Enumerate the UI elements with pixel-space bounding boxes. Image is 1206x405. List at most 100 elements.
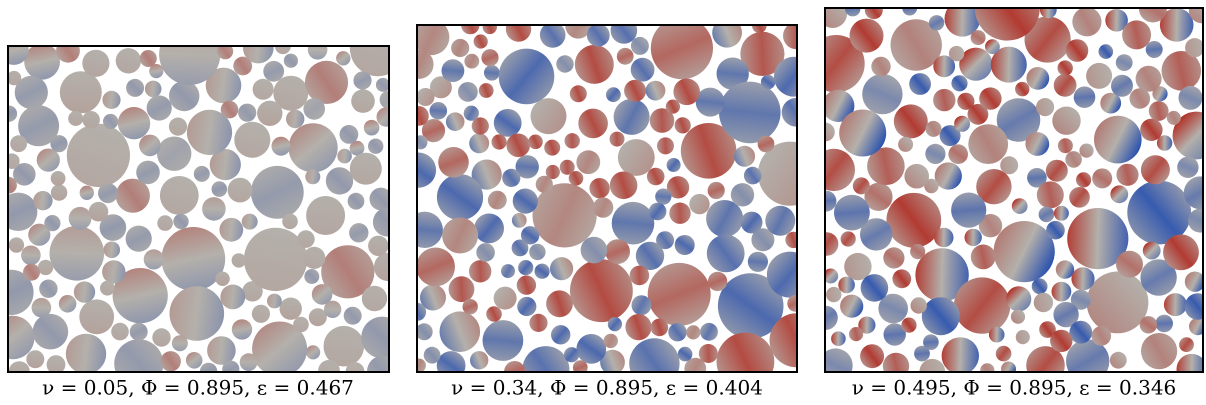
disk xyxy=(825,122,835,142)
disk xyxy=(1155,314,1173,333)
disk xyxy=(458,82,478,102)
disk xyxy=(361,285,388,312)
disk xyxy=(825,35,865,93)
disk xyxy=(417,49,434,79)
disk xyxy=(609,131,625,147)
disk xyxy=(470,351,489,370)
disk xyxy=(1122,20,1152,50)
disk xyxy=(1006,286,1032,312)
disk xyxy=(8,361,30,372)
disk xyxy=(928,15,945,31)
disk xyxy=(1001,361,1016,372)
disk xyxy=(273,75,309,111)
disk xyxy=(139,50,157,67)
disk xyxy=(66,123,130,187)
disk xyxy=(241,213,258,230)
disk xyxy=(1046,220,1065,240)
disk xyxy=(769,313,797,368)
disk xyxy=(629,338,680,372)
disk xyxy=(1163,234,1199,271)
disk xyxy=(1066,339,1110,372)
disk xyxy=(157,136,192,171)
disk xyxy=(858,316,876,334)
disk xyxy=(448,276,475,303)
disk xyxy=(159,46,221,85)
disk xyxy=(304,269,320,284)
disk xyxy=(220,284,246,310)
disk xyxy=(785,231,797,249)
disk xyxy=(550,257,574,281)
disk xyxy=(115,48,142,74)
disk xyxy=(1055,260,1075,279)
disk xyxy=(765,205,796,236)
disk xyxy=(420,284,446,311)
disk xyxy=(1109,351,1127,369)
disk xyxy=(878,293,908,324)
disk xyxy=(665,99,681,114)
disk xyxy=(592,197,614,218)
disk xyxy=(436,174,484,221)
disk xyxy=(56,46,80,63)
disk xyxy=(1188,8,1203,24)
disk xyxy=(964,228,982,247)
disk xyxy=(417,302,427,321)
disk xyxy=(1116,250,1143,278)
disk xyxy=(462,299,478,315)
disk xyxy=(102,260,126,284)
disk xyxy=(909,73,931,95)
disk-packing xyxy=(8,46,389,372)
disk xyxy=(944,8,981,37)
disk xyxy=(252,321,308,372)
disk xyxy=(716,332,775,372)
disk xyxy=(482,25,497,35)
disk xyxy=(825,232,839,256)
disk xyxy=(464,53,480,69)
disk xyxy=(757,135,775,153)
disk xyxy=(471,117,489,135)
disk xyxy=(185,352,203,369)
disk xyxy=(367,355,389,372)
disk xyxy=(530,98,567,135)
disk xyxy=(1026,346,1065,372)
disk xyxy=(967,103,989,125)
disk xyxy=(473,34,488,49)
disk xyxy=(539,25,566,48)
disk xyxy=(26,350,45,369)
disk xyxy=(578,108,608,139)
disk xyxy=(933,55,956,78)
disk xyxy=(576,150,601,175)
disk xyxy=(227,177,253,203)
disk xyxy=(1071,267,1095,291)
disk xyxy=(417,106,429,126)
disk xyxy=(1057,138,1073,154)
disk xyxy=(1100,92,1122,114)
disk xyxy=(565,25,592,39)
disk xyxy=(144,80,162,98)
disk xyxy=(239,353,258,372)
disk xyxy=(21,245,41,266)
disk xyxy=(126,78,145,97)
disk xyxy=(951,192,987,228)
disk xyxy=(1179,337,1194,353)
disk xyxy=(1177,156,1199,178)
disk xyxy=(439,311,481,353)
disk xyxy=(1036,181,1064,209)
disk xyxy=(68,206,92,230)
disk xyxy=(568,171,584,186)
disk xyxy=(910,244,926,260)
disk xyxy=(1140,259,1177,296)
disk xyxy=(361,316,389,359)
disk xyxy=(840,231,856,247)
disk xyxy=(375,77,389,92)
disk xyxy=(49,226,105,281)
disk xyxy=(606,87,621,103)
disk xyxy=(700,322,718,341)
disk xyxy=(669,202,691,224)
disk xyxy=(1069,320,1093,344)
disk xyxy=(783,25,797,50)
disk xyxy=(234,121,271,158)
disk xyxy=(484,65,500,81)
disk xyxy=(852,177,870,195)
panel-frame xyxy=(416,24,798,373)
disk xyxy=(1065,39,1089,62)
